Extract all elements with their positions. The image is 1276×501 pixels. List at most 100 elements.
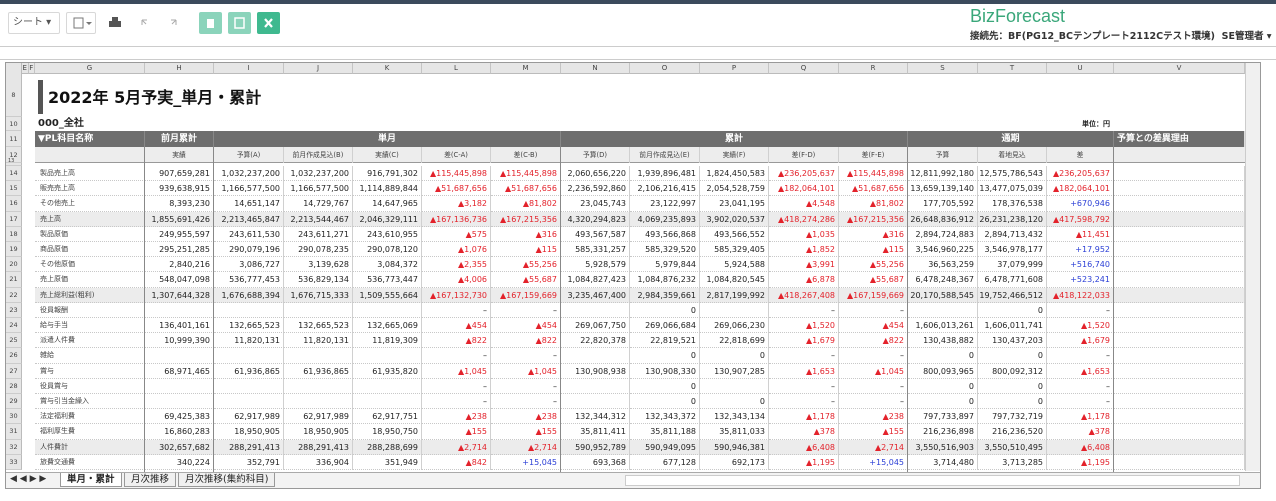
column-letter: I (214, 63, 284, 74)
table-cell: ▲378 (769, 424, 839, 440)
table-cell: 2,894,724,883 (908, 226, 978, 242)
print-icon[interactable] (109, 17, 121, 27)
table-cell: ▲155 (491, 424, 561, 440)
table-cell: 536,773,447 (353, 272, 422, 288)
table-cell: ▲6,408 (769, 439, 839, 455)
table-cell: 585,329,520 (630, 242, 700, 258)
column-letter: J (284, 63, 353, 74)
table-cell: 590,952,789 (561, 439, 630, 455)
table-cell: 20,170,588,545 (908, 287, 978, 303)
table-cell: 0 (700, 348, 769, 364)
table-cell: 340,224 (145, 454, 214, 470)
table-cell: – (1047, 394, 1114, 410)
table-cell: 61,936,865 (284, 363, 353, 379)
table-cell: +670,946 (1047, 196, 1114, 212)
table-cell: ▲1,045 (422, 363, 491, 379)
table-cell: 243,610,955 (353, 226, 422, 242)
subheader-label: 差(C-A) (422, 147, 491, 163)
table-cell: ▲575 (422, 226, 491, 242)
table-cell: ▲167,136,736 (422, 211, 491, 227)
table-cell: 590,946,381 (700, 439, 769, 455)
table-cell: ▲4,548 (769, 196, 839, 212)
column-letter: V (1114, 63, 1245, 74)
reason-cell (1114, 242, 1245, 258)
reason-cell (1114, 181, 1245, 197)
table-cell: 12,811,992,180 (908, 166, 978, 182)
row-number: 25 (6, 333, 22, 349)
table-cell: 13,477,075,039 (978, 181, 1047, 197)
table-cell: 692,173 (700, 454, 769, 470)
connection: 接続先：BF(PG12_BCテンプレート2112Cテスト環境) (970, 31, 1215, 42)
reason-cell (1114, 196, 1245, 212)
sheet-tab[interactable]: 単月・累計 (60, 473, 122, 487)
row-label: 賞与 (35, 363, 145, 379)
table-cell: 1,939,896,481 (630, 166, 700, 182)
table-cell: ▲1,653 (769, 363, 839, 379)
table-cell: ▲236,205,637 (769, 166, 839, 182)
table-cell: 3,902,020,537 (700, 211, 769, 227)
delete-button[interactable] (199, 12, 222, 34)
table-cell: ▲1,045 (491, 363, 561, 379)
table-cell: ▲238 (422, 409, 491, 425)
header-group: 前月累計 (145, 131, 214, 147)
file-menu[interactable] (66, 12, 96, 34)
table-cell: – (839, 394, 908, 410)
table-cell: 243,611,271 (284, 226, 353, 242)
vertical-scrollbar[interactable] (1245, 63, 1260, 471)
row-number: 8 (6, 74, 22, 117)
row-header-corner (6, 63, 22, 74)
reason-cell (1114, 257, 1245, 273)
redo-icon[interactable] (171, 19, 177, 25)
table-cell: 13,659,139,140 (908, 181, 978, 197)
table-cell (284, 378, 353, 394)
table-cell: 677,128 (630, 454, 700, 470)
user-menu[interactable]: SE管理者 (1221, 31, 1264, 42)
table-cell: 22,819,521 (630, 333, 700, 349)
column-letter: O (630, 63, 700, 74)
table-cell: 797,733,897 (908, 409, 978, 425)
table-cell: – (491, 348, 561, 364)
table-cell: 130,438,882 (908, 333, 978, 349)
undo-icon[interactable] (141, 19, 147, 25)
tab-nav[interactable]: ◀ ◀ ▶ ▶ (10, 474, 47, 484)
table-cell: – (769, 348, 839, 364)
table-cell: ▲167,132,730 (422, 287, 491, 303)
table-cell: 2,213,465,847 (214, 211, 284, 227)
reason-cell (1114, 318, 1245, 334)
table-cell: ▲316 (491, 226, 561, 242)
table-cell: 6,478,248,367 (908, 272, 978, 288)
brand: BizForecast (970, 6, 1066, 26)
column-letter: F (28, 63, 35, 74)
header-item: ▼PL科目名称 (38, 134, 94, 144)
table-cell: 0 (908, 348, 978, 364)
table-cell: 295,251,285 (145, 242, 214, 258)
table-cell: 14,729,767 (284, 196, 353, 212)
row-label: 売上総利益(粗利) (35, 287, 145, 303)
table-cell: 0 (978, 378, 1047, 394)
sheet-tab[interactable]: 月次推移 (124, 473, 177, 487)
formula-bar[interactable] (0, 46, 1276, 60)
reason-cell (1114, 272, 1245, 288)
grid-frame (5, 62, 1261, 489)
table-cell: ▲418,274,286 (769, 211, 839, 227)
group-divider (560, 131, 561, 472)
close-button[interactable] (257, 12, 280, 34)
sheet-menu[interactable]: シート ▾ (8, 12, 60, 34)
sheet-tab[interactable]: 月次推移(集約科目) (178, 473, 276, 487)
table-cell: 3,084,372 (353, 257, 422, 273)
group-divider (144, 131, 145, 472)
table-cell: ▲316 (839, 226, 908, 242)
table-cell: 216,236,898 (908, 424, 978, 440)
table-cell: ▲3,991 (769, 257, 839, 273)
table-cell: 1,084,876,232 (630, 272, 700, 288)
table-cell: ▲1,035 (769, 226, 839, 242)
table-cell: 243,611,530 (214, 226, 284, 242)
table-cell: ▲1,679 (1047, 333, 1114, 349)
table-cell: 288,291,413 (284, 439, 353, 455)
horizontal-scrollbar[interactable] (625, 475, 1240, 486)
table-cell: 3,546,978,177 (978, 242, 1047, 258)
table-cell: 18,950,905 (284, 424, 353, 440)
reason-cell (1114, 348, 1245, 364)
row-number: 18 (6, 226, 22, 242)
save-button[interactable] (228, 12, 251, 34)
